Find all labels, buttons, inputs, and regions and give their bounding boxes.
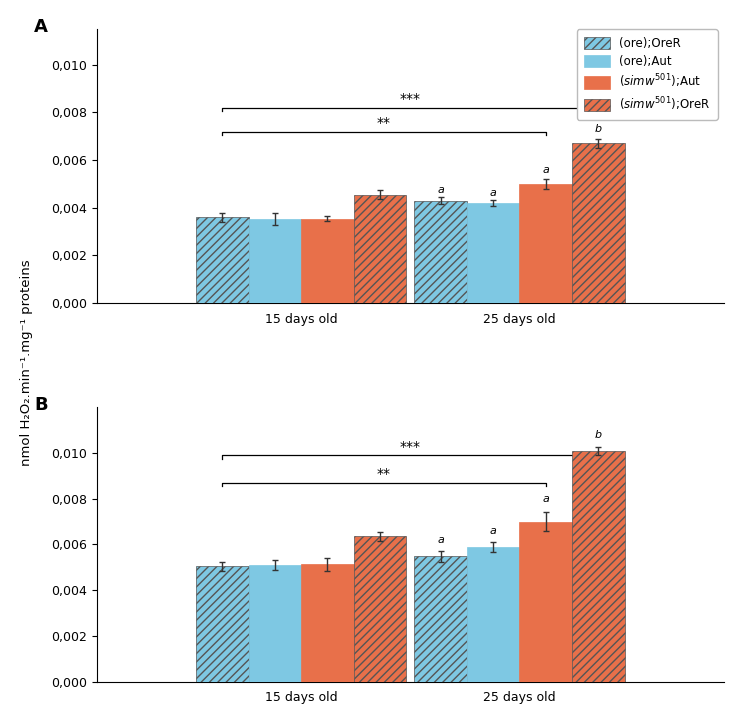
Bar [414,556,467,682]
Text: nmol H₂O₂.min⁻¹.mg⁻¹ proteins: nmol H₂O₂.min⁻¹.mg⁻¹ proteins [19,260,33,466]
Bar [248,219,301,303]
Text: A: A [34,18,48,36]
Bar [572,451,624,682]
Bar [467,547,519,682]
Bar [196,566,248,682]
Text: a: a [542,165,549,175]
Text: b: b [595,430,602,440]
Bar [248,565,301,681]
Bar [301,218,354,303]
Legend: (ore);OreR, (ore);Aut, $(simw^{501})$;Aut, $(simw^{501})$;OreR: (ore);OreR, (ore);Aut, $(simw^{501})$;Au… [577,30,718,120]
Text: ***: *** [400,92,421,107]
Text: ***: *** [400,440,421,454]
Text: a: a [437,535,444,545]
Text: **: ** [377,468,391,481]
Bar [354,536,407,682]
Text: B: B [34,397,48,415]
Text: a: a [542,494,549,505]
Bar [572,144,624,303]
Text: a: a [489,526,497,536]
Text: b: b [595,124,602,134]
Text: a: a [437,185,444,195]
Bar [414,201,467,303]
Bar [519,521,572,682]
Bar [519,184,572,303]
Bar [354,195,407,303]
Text: a: a [489,188,497,198]
Bar [467,203,519,303]
Bar [196,218,248,303]
Bar [301,564,354,682]
Text: **: ** [377,116,391,130]
